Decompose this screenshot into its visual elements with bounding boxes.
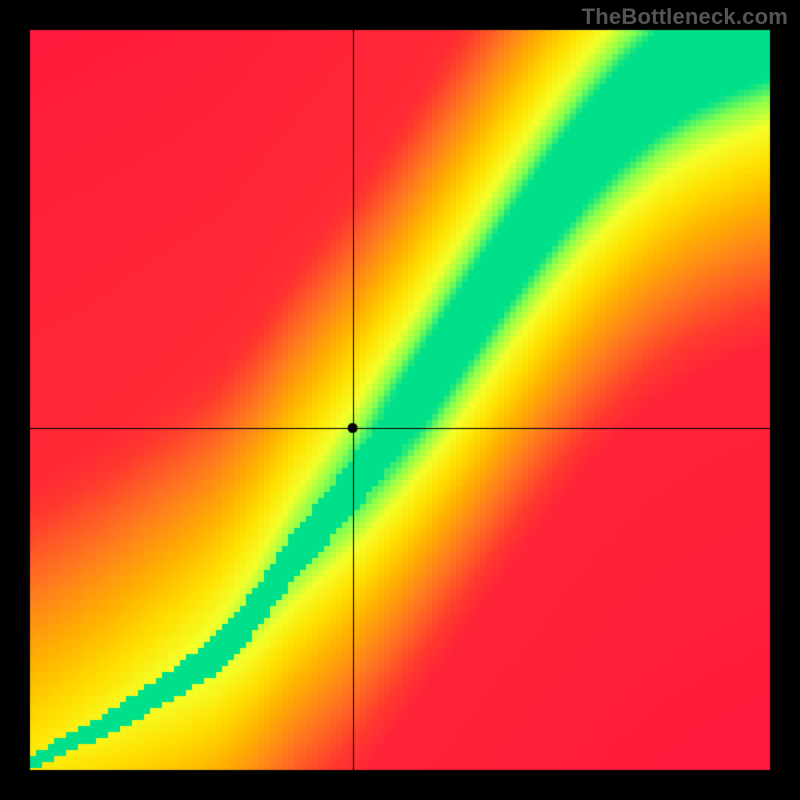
- watermark-label: TheBottleneck.com: [582, 4, 788, 30]
- bottleneck-heatmap: [0, 0, 800, 800]
